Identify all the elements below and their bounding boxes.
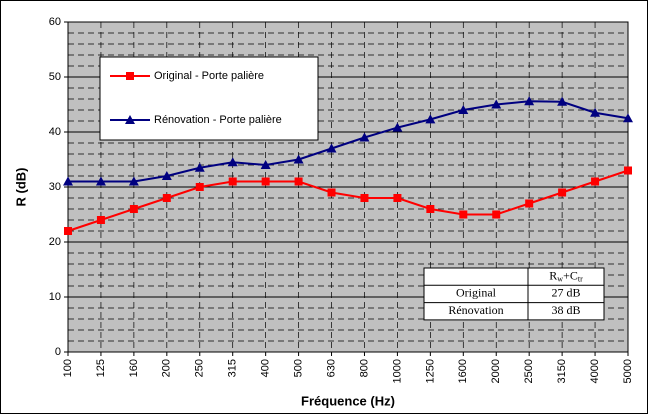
data-point (491, 99, 502, 109)
x-tick-label: 5000 (622, 359, 634, 383)
y-tick-label: 50 (49, 71, 61, 83)
legend-label: Original - Porte palière (154, 70, 264, 82)
data-point (557, 96, 568, 106)
y-tick-label: 40 (49, 126, 61, 138)
data-point (326, 143, 337, 153)
table-header: Rw+Ctr (549, 268, 583, 283)
header-part: w (557, 274, 563, 283)
data-point (194, 162, 205, 172)
data-point (293, 154, 304, 164)
data-point (95, 176, 106, 186)
y-tick-label: 60 (49, 16, 61, 28)
data-point (458, 105, 469, 114)
x-tick-label: 200 (161, 359, 173, 377)
y-tick-label: 10 (49, 291, 61, 303)
data-point (425, 114, 436, 124)
table-box (423, 267, 605, 321)
table-cell: Original (456, 286, 497, 300)
x-tick-label: 630 (325, 359, 337, 377)
data-point (393, 194, 402, 202)
data-point (227, 157, 238, 167)
x-axis-label: Fréquence (Hz) (301, 393, 395, 408)
x-tick-label: 160 (128, 359, 140, 377)
y-axis-label: R (dB) (13, 168, 28, 207)
y-tick-label: 20 (49, 236, 61, 248)
data-point (590, 107, 601, 117)
table-cell: 27 dB (551, 286, 580, 300)
y-tick-label: 0 (55, 346, 61, 358)
data-point (260, 160, 271, 169)
data-point (459, 210, 468, 219)
data-point (327, 188, 336, 197)
x-tick-label: 1250 (424, 359, 436, 383)
data-point (591, 177, 600, 186)
x-tick-label: 800 (358, 359, 370, 377)
data-point (96, 216, 105, 224)
x-tick-label: 1600 (457, 359, 469, 383)
x-tick-label: 315 (227, 359, 239, 377)
x-tick-label: 100 (62, 359, 74, 377)
data-point (161, 171, 172, 180)
data-point (392, 122, 403, 132)
legend-marker (126, 72, 134, 80)
data-point (228, 177, 237, 186)
data-point (623, 113, 633, 123)
x-tick-label: 3150 (556, 359, 568, 383)
x-tick-label: 2500 (523, 359, 535, 383)
data-point (360, 194, 369, 202)
x-tick-label: 250 (194, 359, 206, 377)
data-point (624, 166, 632, 175)
data-point (525, 199, 534, 208)
header-part: R (549, 268, 557, 282)
x-tick-label: 4000 (589, 359, 601, 383)
legend-box (99, 56, 319, 141)
data-point (524, 96, 535, 106)
legend-marker (125, 115, 135, 124)
header-part: +C (563, 268, 578, 282)
y-tick-label: 30 (49, 181, 61, 193)
x-tick-label: 1000 (391, 359, 403, 383)
data-point (195, 183, 204, 191)
data-point (426, 205, 435, 213)
plot-border (67, 21, 629, 353)
data-point (129, 205, 138, 213)
legend-label: Rénovation - Porte palière (154, 114, 282, 126)
x-tick-label: 2000 (490, 359, 502, 383)
data-point (492, 210, 501, 219)
data-point (558, 188, 567, 197)
data-point (162, 194, 171, 202)
data-point (64, 227, 72, 235)
x-tick-label: 125 (95, 359, 107, 377)
x-tick-label: 500 (292, 359, 304, 377)
series-line (68, 100, 629, 183)
data-point (128, 176, 139, 186)
table-cell: Rénovation (448, 303, 503, 317)
data-point (294, 177, 303, 186)
header-part: tr (578, 274, 583, 283)
data-point (63, 176, 73, 186)
data-point (261, 177, 270, 186)
x-tick-label: 400 (260, 359, 272, 377)
series-line (67, 169, 629, 232)
table-cell: 38 dB (551, 303, 580, 317)
data-point (359, 132, 370, 142)
